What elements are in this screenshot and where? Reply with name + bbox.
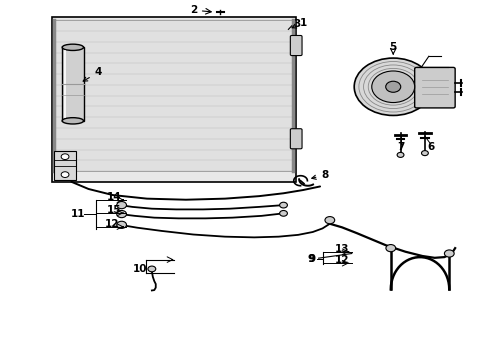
Text: 12: 12 bbox=[104, 219, 119, 229]
Text: 13: 13 bbox=[334, 244, 348, 254]
FancyBboxPatch shape bbox=[290, 129, 302, 149]
Circle shape bbox=[279, 211, 287, 216]
Text: 8: 8 bbox=[311, 170, 328, 180]
Text: 3: 3 bbox=[293, 19, 300, 29]
Text: 4: 4 bbox=[83, 67, 102, 81]
Text: 9: 9 bbox=[307, 254, 314, 264]
Circle shape bbox=[279, 202, 287, 208]
Bar bbox=[62, 47, 83, 121]
Text: 2: 2 bbox=[189, 5, 197, 15]
Circle shape bbox=[61, 154, 69, 159]
Circle shape bbox=[371, 71, 414, 103]
Text: 10: 10 bbox=[132, 264, 146, 274]
Circle shape bbox=[421, 150, 427, 156]
Bar bbox=[54, 151, 76, 180]
Circle shape bbox=[148, 266, 156, 272]
Circle shape bbox=[117, 202, 126, 209]
Text: 12: 12 bbox=[334, 255, 348, 265]
Text: 15: 15 bbox=[106, 206, 121, 216]
Circle shape bbox=[117, 211, 126, 218]
Circle shape bbox=[396, 152, 403, 157]
Circle shape bbox=[61, 172, 69, 177]
Circle shape bbox=[385, 244, 395, 252]
Circle shape bbox=[117, 221, 126, 228]
Text: 11: 11 bbox=[70, 209, 85, 219]
FancyBboxPatch shape bbox=[414, 67, 454, 108]
Circle shape bbox=[325, 217, 334, 224]
Bar bbox=[52, 17, 295, 182]
Ellipse shape bbox=[62, 118, 83, 124]
Text: 5: 5 bbox=[389, 42, 396, 52]
FancyBboxPatch shape bbox=[290, 36, 302, 55]
Circle shape bbox=[385, 81, 400, 92]
Text: 9: 9 bbox=[307, 254, 315, 264]
Text: 7: 7 bbox=[396, 142, 404, 152]
Circle shape bbox=[444, 250, 453, 257]
Circle shape bbox=[353, 58, 431, 116]
Text: 1: 1 bbox=[291, 18, 306, 28]
Text: 6: 6 bbox=[427, 142, 433, 152]
Ellipse shape bbox=[62, 44, 83, 50]
Bar bbox=[54, 21, 293, 171]
Text: 14: 14 bbox=[106, 192, 121, 202]
